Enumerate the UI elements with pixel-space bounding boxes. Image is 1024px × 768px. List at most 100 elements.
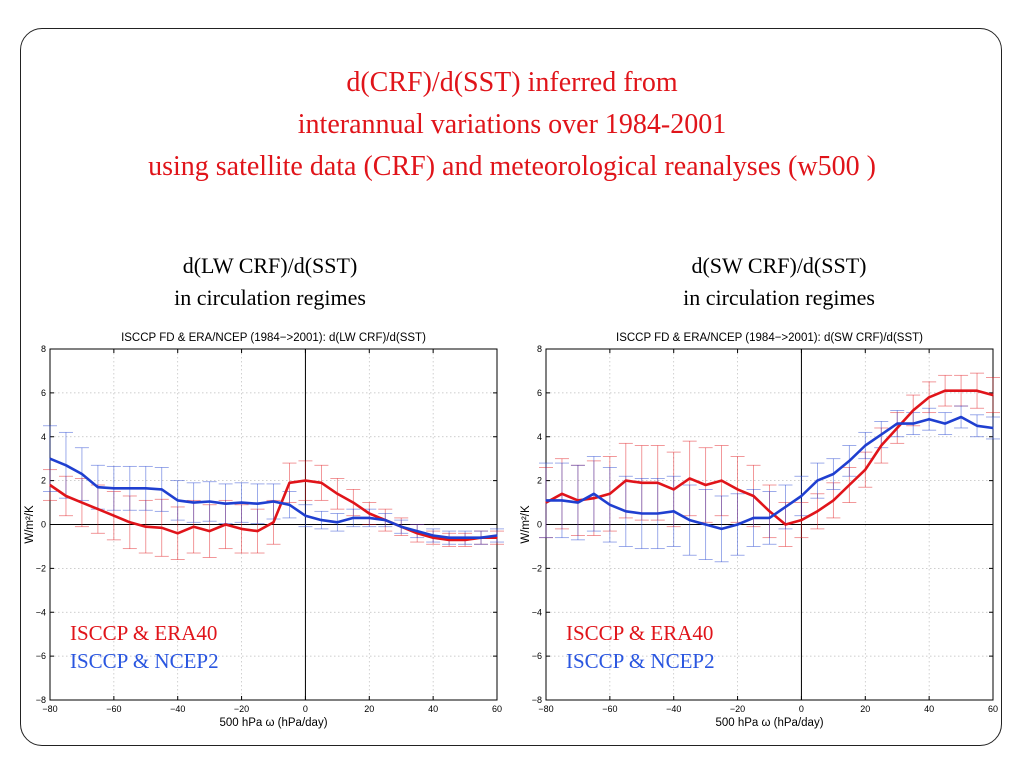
data-point [545,499,547,501]
data-point [689,519,691,521]
x-tick-label: −20 [730,704,745,714]
y-tick-label: −2 [532,563,542,573]
data-point [352,501,354,504]
data-point [256,530,259,532]
y-tick-label: 8 [41,344,46,354]
x-tick-label: −80 [42,704,57,714]
data-point [992,394,994,396]
data-point [816,480,818,482]
data-point [81,501,83,504]
data-point [705,523,707,526]
data-point [416,532,418,534]
legend-entry-ncep2: ISCCP & NCEP2 [566,649,715,673]
data-point [625,510,627,512]
data-point [432,537,434,539]
slide-title-line-1: d(CRF)/d(SST) inferred from [346,67,678,98]
data-point [49,458,51,460]
data-point [689,477,691,480]
data-point [944,390,946,392]
left-panel-heading-line-2: in circulation regimes [174,285,366,310]
data-point [641,512,643,515]
data-point [320,482,322,484]
data-point [721,528,723,530]
data-point [577,499,579,501]
data-point [561,499,563,501]
x-tick-label: −60 [602,704,617,714]
data-point [209,530,211,532]
data-point [288,482,291,484]
x-tick-label: 20 [860,704,870,714]
data-point [752,517,755,519]
data-point [928,396,930,398]
data-point [912,409,914,412]
data-point [864,444,866,447]
y-tick-label: −8 [36,695,46,705]
y-tick-label: 8 [537,344,542,354]
data-point [352,517,354,519]
x-tick-label: −40 [170,704,185,714]
chart-title: ISCCP FD & ERA/NCEP (1984−>2001): d(SW C… [616,332,923,344]
data-point [705,484,707,486]
data-point [784,523,787,526]
data-point [880,433,882,436]
y-tick-label: 0 [41,520,46,530]
y-tick-label: −4 [532,607,542,617]
data-point [912,422,914,425]
y-tick-label: 6 [537,388,542,398]
data-point [225,503,227,505]
data-point [209,500,211,503]
data-point [752,495,755,497]
data-point [177,532,179,534]
data-point [673,510,675,512]
data-point [673,488,675,490]
data-point [113,487,115,489]
data-point [992,427,994,429]
data-point [368,517,370,519]
y-tick-label: 0 [537,520,542,530]
data-point [976,390,978,392]
legend-entry-era40: ISCCP & ERA40 [70,621,217,645]
data-point [177,499,179,501]
data-point [225,523,227,526]
data-point [97,508,99,510]
x-tick-label: 0 [799,704,804,714]
legend-entry-ncep2: ISCCP & NCEP2 [70,649,219,673]
y-tick-label: −4 [36,607,46,617]
data-point [336,493,338,495]
data-point [480,537,482,539]
data-point [848,460,850,462]
data-point [896,427,898,429]
data-point [288,504,291,506]
data-point [161,488,163,490]
y-tick-label: −8 [532,695,542,705]
y-tick-label: −6 [36,651,46,661]
data-point [65,495,67,497]
data-point [593,497,595,499]
data-point [880,444,882,447]
data-point [416,530,418,532]
data-point [736,488,739,490]
data-point [304,480,307,482]
data-point [657,512,659,515]
data-point [960,416,962,418]
data-point [240,501,243,504]
x-tick-label: 0 [303,704,308,714]
data-point [768,517,771,519]
data-point [432,534,434,537]
legend-entry-era40: ISCCP & ERA40 [566,621,713,645]
x-tick-label: 60 [492,704,502,714]
chart-title: ISCCP FD & ERA/NCEP (1984−>2001): d(LW C… [121,332,426,344]
data-point [609,504,611,506]
y-tick-label: 2 [41,476,46,486]
data-point [496,537,498,539]
data-point [320,519,322,521]
data-point [800,495,803,497]
data-point [721,480,723,482]
data-point [832,473,834,475]
data-point [161,527,163,529]
data-point [848,484,850,486]
data-point [145,526,147,528]
